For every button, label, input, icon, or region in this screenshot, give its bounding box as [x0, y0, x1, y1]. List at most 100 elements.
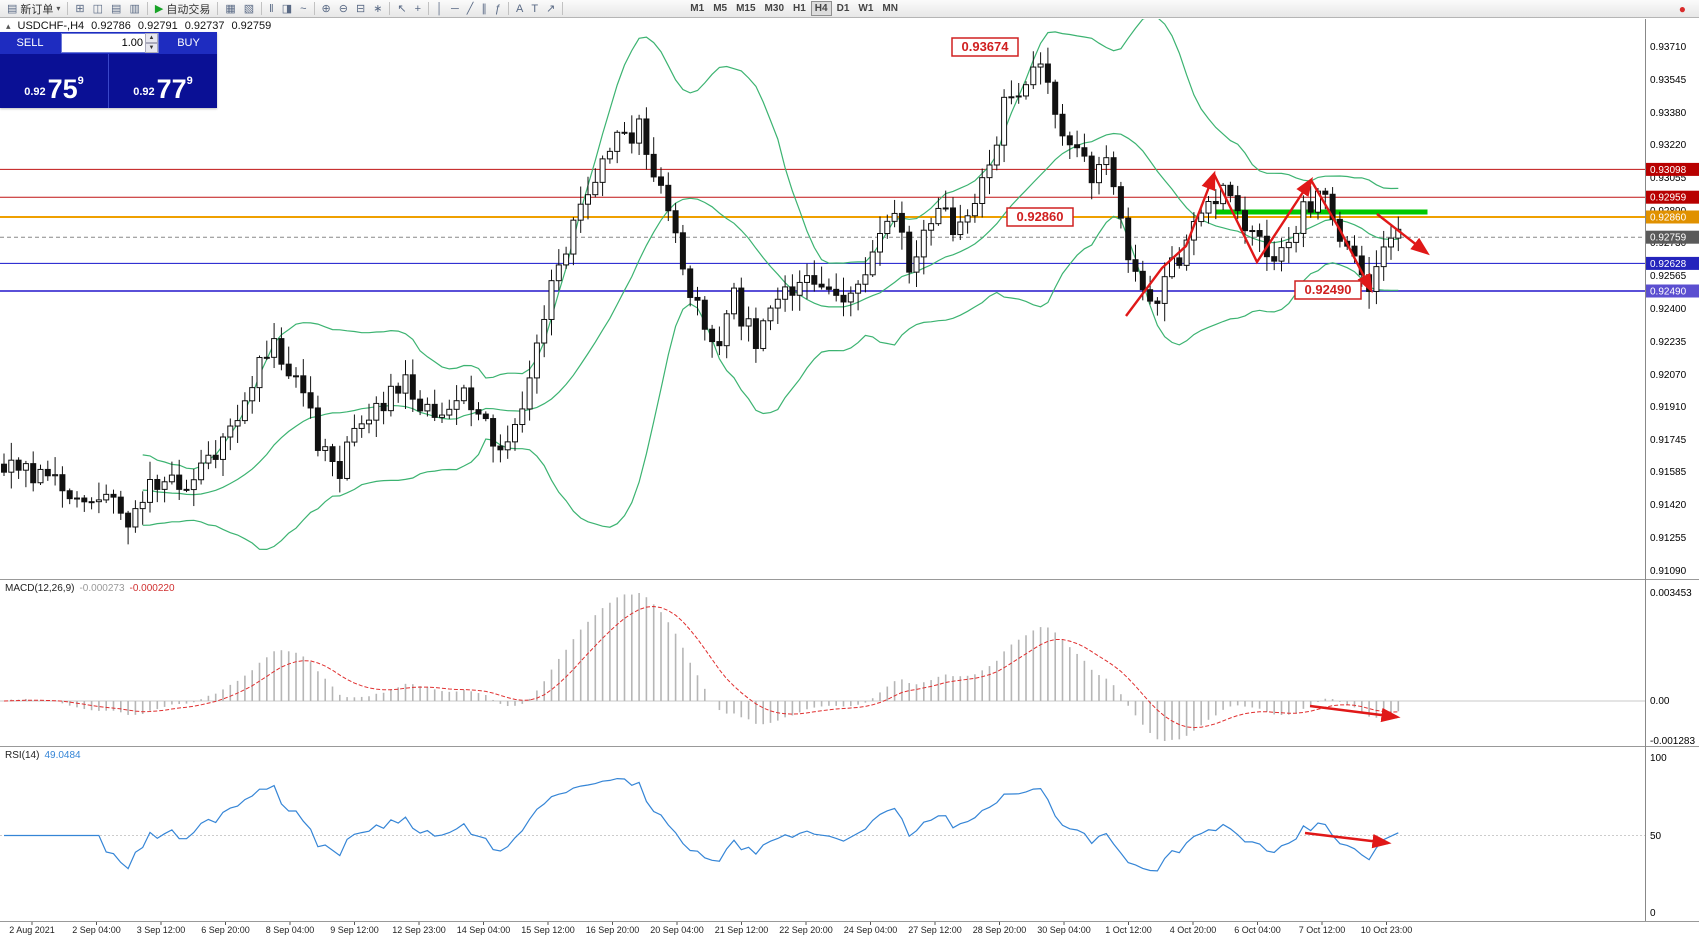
bollinger-middle [142, 132, 1399, 496]
sell-price[interactable]: 0.92 75 9 [0, 54, 109, 108]
cursor-button[interactable]: ↖ [393, 1, 410, 17]
time-tick-label: 6 Sep 20:00 [201, 925, 250, 935]
chart-line-button[interactable]: ~ [296, 1, 310, 17]
timeframe-m1[interactable]: M1 [686, 1, 708, 16]
new-order-button[interactable]: ▤ 新订单 ▾ [3, 1, 64, 17]
time-tick-label: 14 Sep 04:00 [457, 925, 511, 935]
volume-down-icon[interactable]: ▼ [145, 43, 158, 53]
timeframe-h1[interactable]: H1 [789, 1, 810, 16]
candle [183, 488, 190, 491]
trendline-button[interactable]: ╱ [463, 1, 478, 17]
indicators-button[interactable]: ∗ [369, 1, 386, 17]
timeframe-w1[interactable]: W1 [854, 1, 877, 16]
buy-button[interactable]: BUY [177, 37, 200, 49]
connection-status-icon[interactable]: ● [1678, 1, 1686, 16]
candle [74, 497, 80, 500]
data-window-button[interactable]: ◫ [89, 1, 107, 17]
candle [81, 497, 88, 503]
price-level-label: 0.92490 [1650, 287, 1687, 298]
candle [555, 264, 562, 282]
timeframe-mn[interactable]: MN [878, 1, 902, 16]
price-tick-label: 0.92070 [1650, 370, 1687, 381]
candle [898, 212, 905, 233]
zoom-in-button[interactable]: ⊕ [318, 1, 335, 17]
price-level-label: 0.93098 [1650, 165, 1687, 176]
timeframe-h4[interactable]: H4 [810, 1, 832, 16]
candle [672, 210, 679, 234]
trend-arrow[interactable] [1125, 170, 1216, 317]
candle [1183, 239, 1190, 266]
new-chart-button[interactable]: ▦ [221, 1, 239, 17]
chart-candles-button[interactable]: ◨ [278, 1, 296, 17]
candle [971, 202, 978, 217]
time-tick-label: 16 Sep 20:00 [586, 925, 640, 935]
market-watch-button[interactable]: ⊞ [71, 1, 88, 17]
trend-arrow[interactable] [1309, 179, 1373, 294]
candle [599, 158, 606, 183]
time-tick-label: 30 Sep 04:00 [1037, 925, 1091, 935]
price-tick-label: 0.91255 [1650, 533, 1687, 544]
market-watch-icon: ⊞ [75, 3, 85, 15]
channel-button[interactable]: ∥ [477, 1, 491, 17]
price-annotation-box[interactable] [951, 37, 1019, 57]
volume-input[interactable] [62, 36, 145, 50]
symbol-label: USDCHF-,H4 [17, 20, 85, 32]
rsi-line [4, 777, 1399, 872]
buy-price[interactable]: 0.92 77 9 [109, 54, 217, 108]
candle [139, 501, 146, 510]
new-order-label: 新订单 [20, 3, 54, 16]
time-tick-label: 2 Aug 2021 [9, 925, 55, 935]
candle [168, 474, 175, 483]
candle [497, 445, 504, 451]
candle [409, 374, 416, 400]
arrow-tool-button[interactable]: ↗ [542, 1, 559, 17]
candle [1307, 201, 1314, 213]
candle [1212, 200, 1219, 205]
chart-bars-button[interactable]: ‖ [265, 1, 278, 17]
candle [782, 286, 789, 300]
price-tick-label: 0.92235 [1650, 337, 1687, 348]
zoom-out-button[interactable]: ⊖ [335, 1, 352, 17]
time-tick-label: 7 Oct 12:00 [1299, 925, 1346, 935]
label-button[interactable]: T [527, 1, 542, 17]
candle [190, 479, 197, 491]
vertical-line-button[interactable]: │ [432, 1, 447, 17]
candle [519, 408, 526, 426]
price-annotation-box[interactable] [1006, 207, 1074, 227]
navigator-button[interactable]: ▤ [107, 1, 125, 17]
trend-arrow[interactable] [1309, 704, 1401, 723]
sell-button[interactable]: SELL [16, 37, 44, 49]
profiles-button[interactable]: ▧ [240, 1, 258, 17]
candle [460, 387, 467, 402]
timeframe-d1[interactable]: D1 [833, 1, 854, 16]
rsi-axis-label: 0 [1650, 908, 1656, 919]
text-button[interactable]: A [512, 1, 527, 17]
candle [241, 400, 248, 422]
autotrading-button[interactable]: ▶ 自动交易 [151, 1, 214, 17]
timeframe-m30[interactable]: M30 [761, 1, 788, 16]
timeframe-m5[interactable]: M5 [709, 1, 731, 16]
candle [877, 232, 883, 253]
volume-up-icon[interactable]: ▲ [145, 33, 158, 43]
toolbar-divider [146, 2, 148, 15]
trend-arrow[interactable] [1376, 213, 1430, 256]
price-annotation-box[interactable] [1294, 280, 1362, 300]
trend-arrow[interactable] [1212, 173, 1313, 265]
trend-arrow[interactable] [1304, 831, 1392, 849]
rsi-axis-label: 50 [1650, 831, 1662, 842]
tile-windows-button[interactable]: ⊟ [352, 1, 369, 17]
candle [1044, 63, 1051, 83]
candle [935, 207, 942, 225]
fibonacci-button[interactable]: ƒ [491, 1, 505, 17]
horizontal-line-button[interactable]: ─ [447, 1, 463, 17]
candle [752, 318, 759, 349]
terminal-button[interactable]: ▥ [125, 1, 143, 17]
candle [1066, 135, 1073, 146]
high-value: 0.92791 [137, 20, 178, 32]
crosshair-button[interactable]: + [411, 1, 425, 17]
price-level-label: 0.92759 [1650, 233, 1687, 244]
candle [804, 275, 810, 283]
timeframe-m15[interactable]: M15 [732, 1, 759, 16]
candle [694, 296, 701, 301]
